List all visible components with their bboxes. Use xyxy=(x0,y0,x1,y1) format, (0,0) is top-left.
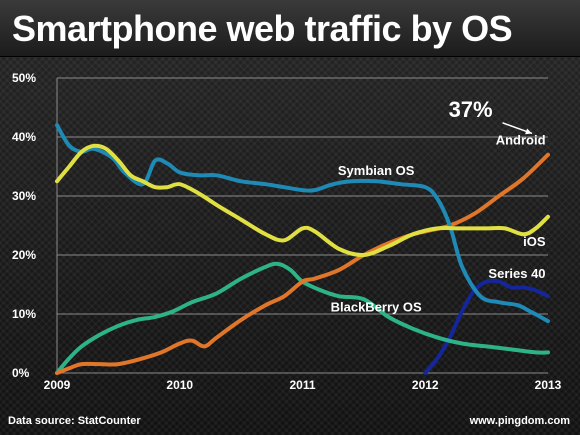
series-line-series-40 xyxy=(423,278,550,375)
series-label-series-40: Series 40 xyxy=(488,266,545,281)
chart-title: Smartphone web traffic by OS xyxy=(12,8,513,49)
callout: 37% xyxy=(449,97,533,135)
series-label-ios: iOS xyxy=(523,234,546,249)
title-band: Smartphone web traffic by OS xyxy=(0,0,580,57)
callout-value: 37% xyxy=(449,97,493,122)
series-line-ios xyxy=(55,143,550,258)
site-url: www.pingdom.com xyxy=(469,415,570,427)
x-tick-label: 2010 xyxy=(166,378,193,392)
series-label-android: Android xyxy=(496,133,546,148)
callout-arrowhead xyxy=(525,128,532,135)
y-tick-label: 40% xyxy=(12,130,36,144)
y-tick-label: 20% xyxy=(12,248,36,262)
x-axis: 2009 2010 2011 2012 2013 xyxy=(44,378,562,392)
y-tick-label: 0% xyxy=(12,366,30,380)
data-source-note: Data source: StatCounter xyxy=(8,415,141,427)
y-tick-label: 50% xyxy=(12,71,36,85)
series-lines xyxy=(55,123,550,375)
series-label-symbian-os: Symbian OS xyxy=(338,163,415,178)
series-labels: Symbian OS iOS Android BlackBerry OS Series … xyxy=(331,133,546,315)
y-tick-label: 30% xyxy=(12,189,36,203)
y-axis: 0% 10% 20% 30% 40% 50% xyxy=(12,71,36,380)
grid xyxy=(56,77,548,374)
series-line-blackberry-os xyxy=(55,261,550,375)
y-tick-label: 10% xyxy=(12,307,36,321)
x-tick-label: 2013 xyxy=(535,378,562,392)
series-line-symbian-os xyxy=(55,123,550,324)
x-tick-label: 2009 xyxy=(44,378,71,392)
series-label-blackberry-os: BlackBerry OS xyxy=(331,300,422,315)
x-tick-label: 2011 xyxy=(289,378,315,392)
series-line-android xyxy=(55,152,550,375)
x-tick-label: 2012 xyxy=(412,378,439,392)
